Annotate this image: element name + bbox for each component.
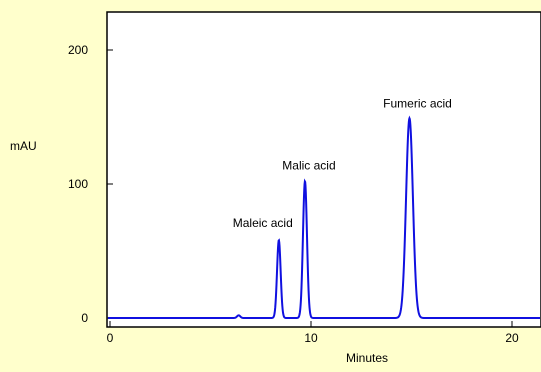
x-tick-label: 10 — [304, 331, 318, 345]
y-tick-label: 200 — [68, 43, 88, 57]
x-tick-label: 20 — [505, 331, 519, 345]
y-tick-label: 0 — [81, 311, 88, 325]
x-axis-label: Minutes — [346, 351, 388, 365]
peak-annotations-layer: Maleic acid Malic acid Fumeric acid — [233, 97, 452, 230]
peak-label: Maleic acid — [233, 216, 293, 230]
plot-area — [106, 11, 541, 328]
series-line-chromatogram — [108, 115, 540, 319]
x-tick-label: 0 — [107, 331, 114, 345]
y-tick-label: 100 — [68, 177, 88, 191]
peak-label: Fumeric acid — [383, 97, 452, 111]
peak-label: Malic acid — [282, 158, 335, 172]
y-axis-label: mAU — [10, 139, 37, 153]
